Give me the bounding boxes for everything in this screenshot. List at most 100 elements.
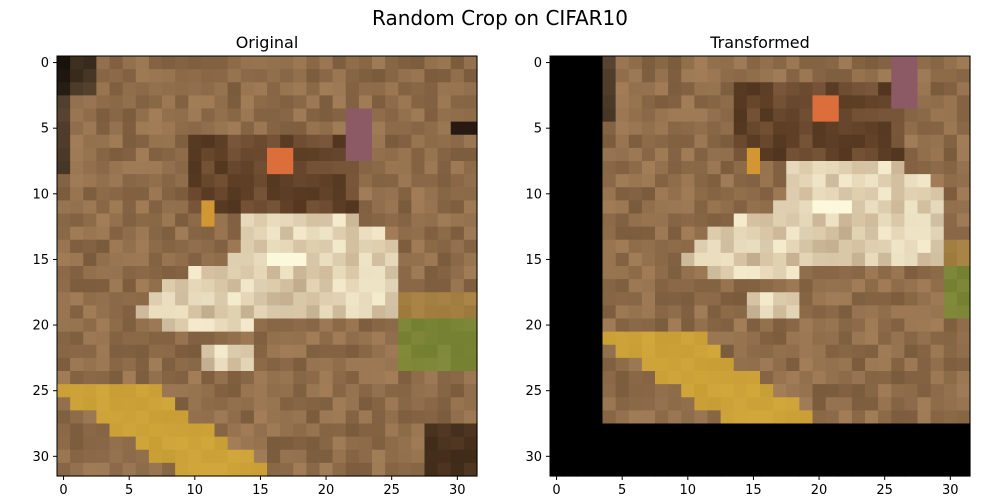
image-pixel: [825, 108, 840, 123]
image-pixel: [411, 449, 426, 464]
image-pixel: [550, 200, 564, 215]
image-pixel: [201, 200, 216, 215]
image-pixel: [799, 279, 814, 293]
image-pixel: [135, 213, 150, 228]
image-pixel: [398, 318, 412, 333]
image-pixel: [812, 357, 827, 372]
y-tick-label: 10: [525, 187, 542, 202]
image-pixel: [838, 82, 853, 96]
image-pixel: [786, 384, 800, 398]
image-pixel: [878, 266, 892, 280]
image-pixel: [602, 213, 617, 228]
image-pixel: [424, 292, 439, 306]
image-pixel: [576, 226, 590, 241]
image-pixel: [70, 95, 84, 110]
image-pixel: [799, 318, 814, 333]
image-pixel: [641, 95, 656, 110]
image-pixel: [878, 95, 892, 110]
image-pixel: [437, 371, 452, 385]
image-pixel: [122, 462, 137, 477]
image-pixel: [720, 305, 735, 320]
image-pixel: [424, 95, 439, 110]
image-pixel: [57, 423, 71, 438]
image-pixel: [956, 449, 971, 464]
image-pixel: [424, 331, 439, 346]
image-pixel: [668, 200, 682, 215]
image-pixel: [188, 449, 202, 464]
image-pixel: [345, 82, 360, 96]
image-pixel: [628, 187, 643, 201]
image-pixel: [253, 161, 268, 175]
image-pixel: [162, 187, 176, 201]
image-pixel: [148, 187, 163, 201]
image-pixel: [746, 226, 761, 241]
image-pixel: [437, 279, 452, 293]
image-pixel: [655, 318, 669, 333]
image-pixel: [109, 410, 124, 425]
image-pixel: [188, 213, 202, 228]
image-pixel: [550, 410, 564, 425]
image-pixel: [956, 331, 971, 346]
image-pixel: [214, 187, 229, 201]
image-pixel: [201, 423, 216, 438]
image-pixel: [707, 121, 722, 136]
image-pixel: [786, 226, 800, 241]
image-pixel: [280, 187, 294, 201]
image-pixel: [267, 187, 281, 201]
image-pixel: [109, 161, 124, 175]
image-pixel: [227, 423, 242, 438]
image-pixel: [135, 436, 150, 451]
image-pixel: [385, 357, 399, 372]
image-pixel: [240, 305, 255, 320]
image-pixel: [615, 161, 630, 175]
image-pixel: [956, 69, 971, 83]
image-pixel: [589, 318, 604, 333]
image-pixel: [681, 449, 695, 464]
image-pixel: [589, 252, 604, 267]
image-pixel: [437, 95, 452, 110]
image-pixel: [917, 161, 932, 175]
image-pixel: [188, 371, 202, 385]
image-pixel: [345, 226, 360, 241]
image-pixel: [148, 462, 163, 477]
image-pixel: [773, 344, 787, 359]
image-pixel: [437, 226, 452, 241]
image-pixel: [563, 318, 577, 333]
image-pixel: [773, 384, 787, 398]
image-pixel: [655, 279, 669, 293]
image-pixel: [602, 410, 617, 425]
image-pixel: [96, 279, 111, 293]
image-pixel: [358, 331, 373, 346]
image-pixel: [57, 279, 71, 293]
image-pixel: [681, 134, 695, 149]
image-pixel: [122, 305, 137, 320]
image-pixel: [760, 108, 774, 123]
image-pixel: [878, 318, 892, 333]
image-pixel: [319, 200, 334, 215]
image-pixel: [891, 56, 905, 70]
image-pixel: [450, 147, 465, 162]
image-pixel: [694, 200, 709, 215]
image-pixel: [411, 239, 426, 254]
image-pixel: [109, 266, 124, 280]
image-pixel: [372, 200, 386, 215]
image-pixel: [550, 397, 564, 411]
image-pixel: [694, 239, 709, 254]
image-pixel: [188, 423, 202, 438]
image-pixel: [253, 239, 268, 254]
image-pixel: [550, 56, 564, 70]
image-pixel: [943, 305, 958, 320]
image-pixel: [917, 449, 932, 464]
image-pixel: [733, 397, 748, 411]
image-pixel: [83, 200, 97, 215]
image-pixel: [707, 252, 722, 267]
image-pixel: [707, 292, 722, 306]
image-pixel: [372, 226, 386, 241]
image-pixel: [746, 95, 761, 110]
image-pixel: [812, 147, 827, 162]
image-pixel: [799, 239, 814, 254]
image-pixel: [746, 423, 761, 438]
image-pixel: [267, 226, 281, 241]
image-pixel: [57, 252, 71, 267]
image-pixel: [214, 56, 229, 70]
